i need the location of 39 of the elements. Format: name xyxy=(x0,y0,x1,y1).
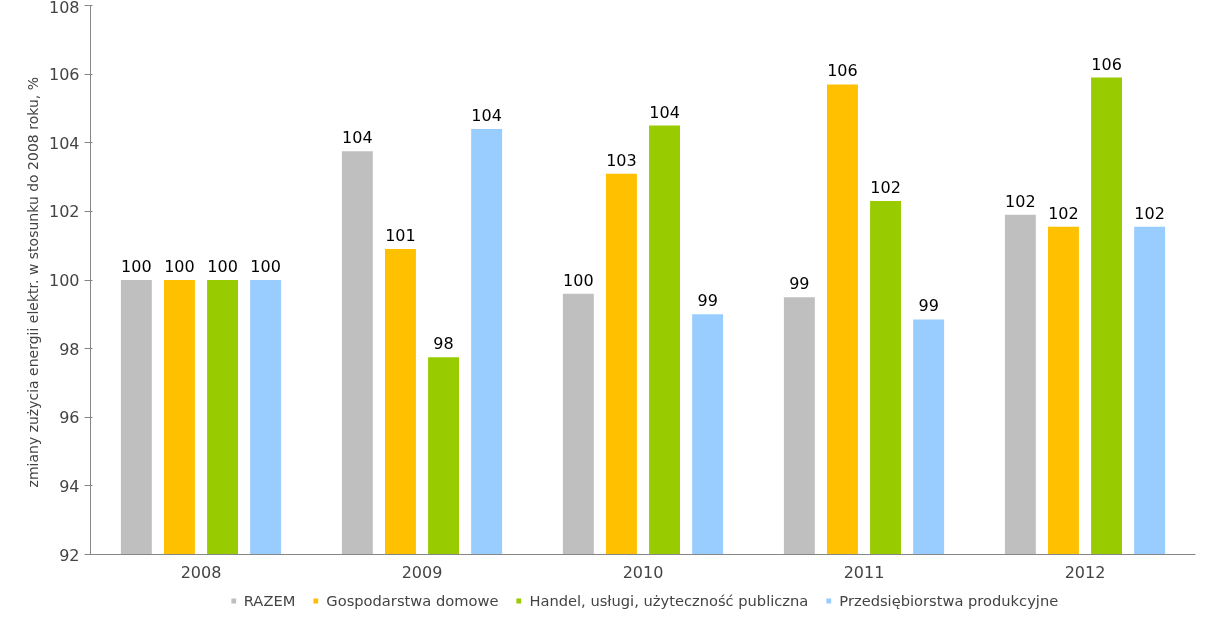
data-label: 102 xyxy=(1005,191,1036,211)
x-tick-label: 2012 xyxy=(1064,562,1106,582)
y-tick-label: 94 xyxy=(59,476,80,496)
y-tick-label: 92 xyxy=(59,545,80,565)
data-label: 106 xyxy=(1091,54,1122,74)
data-label: 102 xyxy=(1048,203,1079,223)
data-label: 101 xyxy=(385,226,416,246)
legend-label: Handel, usługi, użyteczność publiczna xyxy=(529,591,809,609)
x-tick-label: 2010 xyxy=(622,562,664,582)
data-label: 102 xyxy=(870,178,901,198)
data-label: 99 xyxy=(789,274,810,294)
y-axis-title: zmiany zużycia energii elektr. w stosunku do 2008 roku, % xyxy=(24,77,41,488)
data-label: 104 xyxy=(649,102,680,122)
data-label: 100 xyxy=(164,257,195,276)
data-label: 106 xyxy=(827,61,858,81)
y-tick-label: 98 xyxy=(59,339,80,359)
x-tick-label: 2009 xyxy=(401,562,443,582)
data-label: 99 xyxy=(918,296,939,316)
data-label: 103 xyxy=(606,150,637,170)
y-tick-label: 96 xyxy=(59,408,80,428)
legend-label: RAZEM xyxy=(243,591,296,609)
data-label: 100 xyxy=(207,257,238,276)
legend-label: Przedsiębiorstwa produkcyjne xyxy=(839,591,1059,609)
legend-label: Gospodarstwa domowe xyxy=(326,591,499,609)
y-tick-label: 100 xyxy=(48,271,80,290)
data-label: 104 xyxy=(471,106,502,126)
y-tick-label: 104 xyxy=(48,133,80,153)
x-tick-label: 2008 xyxy=(180,562,222,582)
data-label: 100 xyxy=(121,257,152,276)
data-label: 102 xyxy=(1134,203,1165,223)
y-tick-label: 106 xyxy=(48,65,80,85)
data-label: 98 xyxy=(433,334,454,354)
x-tick-label: 2011 xyxy=(843,562,885,582)
data-label: 100 xyxy=(250,257,281,276)
data-label: 99 xyxy=(697,291,718,311)
data-label: 100 xyxy=(563,270,594,290)
y-tick-label: 108 xyxy=(48,0,80,17)
y-tick-label: 102 xyxy=(48,202,80,222)
data-label: 104 xyxy=(342,128,373,148)
